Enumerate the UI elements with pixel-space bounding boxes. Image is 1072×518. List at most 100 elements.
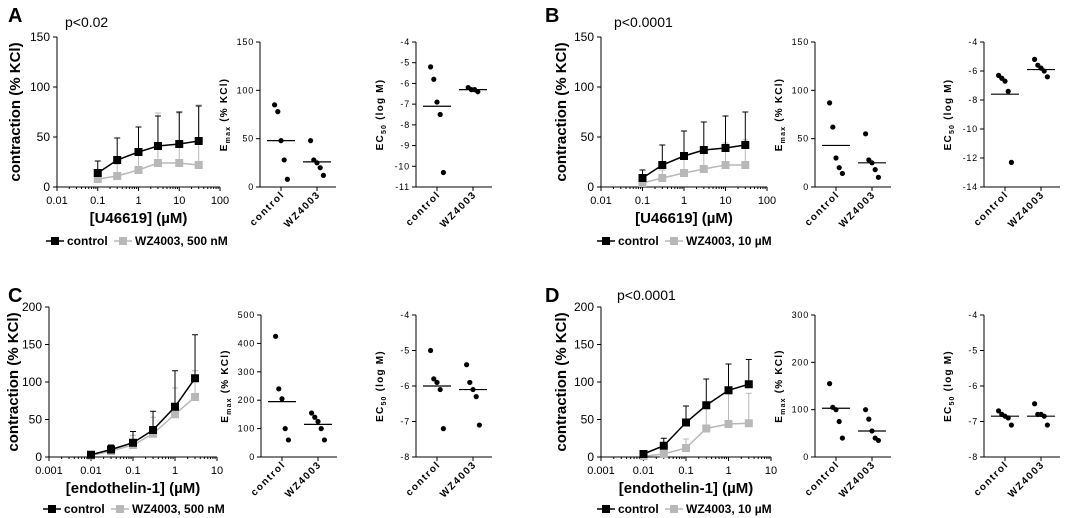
data-point [464, 362, 470, 368]
y-tick-label: 100 [237, 85, 254, 95]
y-tick-label: 0 [43, 180, 50, 194]
legend-label-treated: WZ4003, 10 µM [686, 502, 772, 516]
data-point [194, 161, 203, 169]
y-tick-label: -10 [963, 124, 978, 134]
data-point [153, 159, 162, 167]
legend-label-control: control [67, 234, 108, 248]
data-point [149, 426, 158, 434]
y-tick-label: 0 [248, 182, 254, 192]
y-axis-title-sub: 50 [381, 395, 388, 405]
x-tick-label: 0.1 [635, 195, 650, 207]
line-panel-B: 0 50 100 150 0.01 0.1 1 10 100 [U46619] (µM) contr… [553, 14, 776, 248]
data-point [113, 156, 122, 164]
data-point [702, 424, 711, 433]
y-axis-title: contraction (% KCl) [7, 42, 24, 181]
y-tick-label: -4 [400, 310, 410, 320]
legend: control WZ4003, 10 µM [597, 502, 772, 516]
y-tick-label: -9 [400, 141, 410, 151]
x-tick-label: 10 [719, 195, 731, 207]
data-point [680, 152, 688, 160]
y-tick-label: 0 [803, 182, 809, 192]
x-tick-label: 100 [211, 195, 229, 207]
data-point [107, 445, 116, 454]
y-axis-title-sub: 50 [381, 124, 388, 134]
line-panel-D: 0 50 100 150 200 0.001 0.01 0.1 1 10 [endothelin-1… [553, 287, 777, 516]
data-point [281, 157, 287, 163]
series-line [97, 162, 199, 180]
data-point [476, 422, 482, 428]
series-line [643, 422, 749, 457]
data-point [113, 172, 122, 180]
y-tick-label: 100 [792, 405, 809, 415]
data-point [682, 444, 690, 452]
series-control [638, 111, 750, 182]
y-tick-label: 0 [587, 180, 594, 194]
data-point [1044, 422, 1050, 428]
data-point [93, 175, 102, 183]
data-point [175, 159, 184, 167]
y-tick-label: 100 [30, 80, 50, 94]
y-tick-label: 400 [238, 338, 255, 348]
x-tick-label: 1 [725, 465, 731, 477]
series-line [643, 383, 749, 455]
data-point [699, 165, 708, 173]
data-point [282, 426, 288, 432]
x-tick-label: 0.01 [633, 465, 654, 477]
x-tick-label: 0.1 [90, 195, 105, 207]
y-tick-label: 200 [574, 300, 594, 314]
y-tick-label: 100 [574, 375, 594, 389]
x-tick-label: 0.01 [46, 195, 67, 207]
y-tick-label: -6 [400, 381, 410, 391]
data-point [1008, 422, 1015, 428]
legend-label-control: control [618, 234, 659, 248]
category-label: WZ4003 [283, 459, 324, 500]
y-tick-label: 50 [581, 130, 595, 144]
y-axis-title-rest: (% KCl) [220, 349, 231, 397]
y-axis-title: Emax (% KCl) [219, 78, 232, 151]
y-tick-label: -8 [400, 120, 410, 130]
data-point [191, 374, 200, 383]
data-point [827, 100, 833, 106]
y-axis-title: contraction (% KCl) [5, 312, 22, 451]
y-tick-label: 0 [587, 450, 594, 464]
data-point [428, 347, 434, 354]
data-point [440, 426, 446, 432]
legend-label-treated: WZ4003, 10 µM [686, 234, 772, 248]
y-tick-label: -10 [395, 161, 410, 171]
y-axis-title-base: EC [375, 134, 386, 150]
x-tick-label: 1 [172, 465, 178, 477]
series-line [90, 377, 196, 456]
data-point [284, 176, 290, 182]
data-point [638, 174, 647, 182]
y-tick-label: 100 [574, 80, 594, 94]
data-point [437, 111, 443, 118]
data-point [276, 386, 282, 392]
y-axis-title-sub: 50 [949, 124, 956, 134]
category-label: WZ4003 [1006, 459, 1047, 500]
y-tick-label: 150 [574, 338, 594, 352]
category-label: WZ4003 [1006, 189, 1047, 230]
y-tick-label: 300 [792, 310, 809, 320]
data-point [638, 179, 647, 187]
series-control [93, 105, 203, 177]
data-point [467, 379, 473, 386]
y-tick-label: 50 [797, 134, 809, 144]
line-panel-C: 0 50 100 150 200 0.001 0.01 0.1 1 10 [endothelin-1… [5, 300, 225, 516]
y-tick-label: -4 [968, 37, 978, 47]
data-point [836, 418, 842, 425]
legend-marker-control [602, 237, 610, 245]
panel-letter-B: B [545, 5, 559, 27]
y-axis-title: contraction (% KCl) [553, 42, 570, 181]
data-point [134, 166, 143, 174]
data-point [321, 437, 327, 443]
y-axis-title-rest: (% KCl) [219, 78, 230, 126]
legend-label-control: control [618, 502, 659, 516]
x-tick-label: 0.01 [590, 195, 611, 207]
legend-marker-treated [119, 237, 127, 245]
data-point [308, 138, 314, 144]
p-value: p<0.02 [65, 14, 108, 30]
y-tick-label: 500 [238, 310, 255, 320]
x-axis-title: [U46619] (µM) [635, 210, 733, 227]
